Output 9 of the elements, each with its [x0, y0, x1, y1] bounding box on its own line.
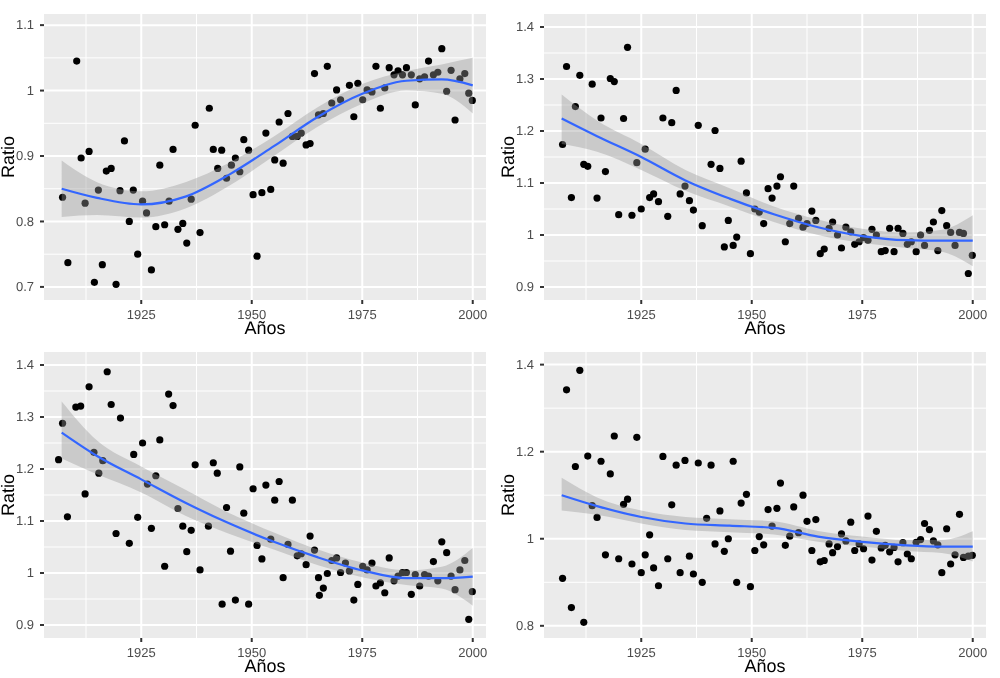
x-axis-title: Años — [744, 318, 787, 338]
y-axis-title: Ratio — [0, 135, 18, 179]
x-axis-title: Años — [244, 318, 287, 338]
line-series — [560, 494, 974, 548]
y-axis-title: Ratio — [498, 135, 518, 179]
y-axis-title: Ratio — [498, 473, 518, 517]
x-axis-title: Años — [244, 656, 287, 676]
y-axis-title: Ratio — [0, 473, 18, 517]
x-axis-title: Años — [744, 656, 787, 676]
